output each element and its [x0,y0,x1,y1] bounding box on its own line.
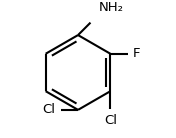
Text: NH₂: NH₂ [99,1,124,14]
Text: Cl: Cl [104,114,117,127]
Text: Cl: Cl [43,103,56,116]
Text: F: F [133,47,140,60]
